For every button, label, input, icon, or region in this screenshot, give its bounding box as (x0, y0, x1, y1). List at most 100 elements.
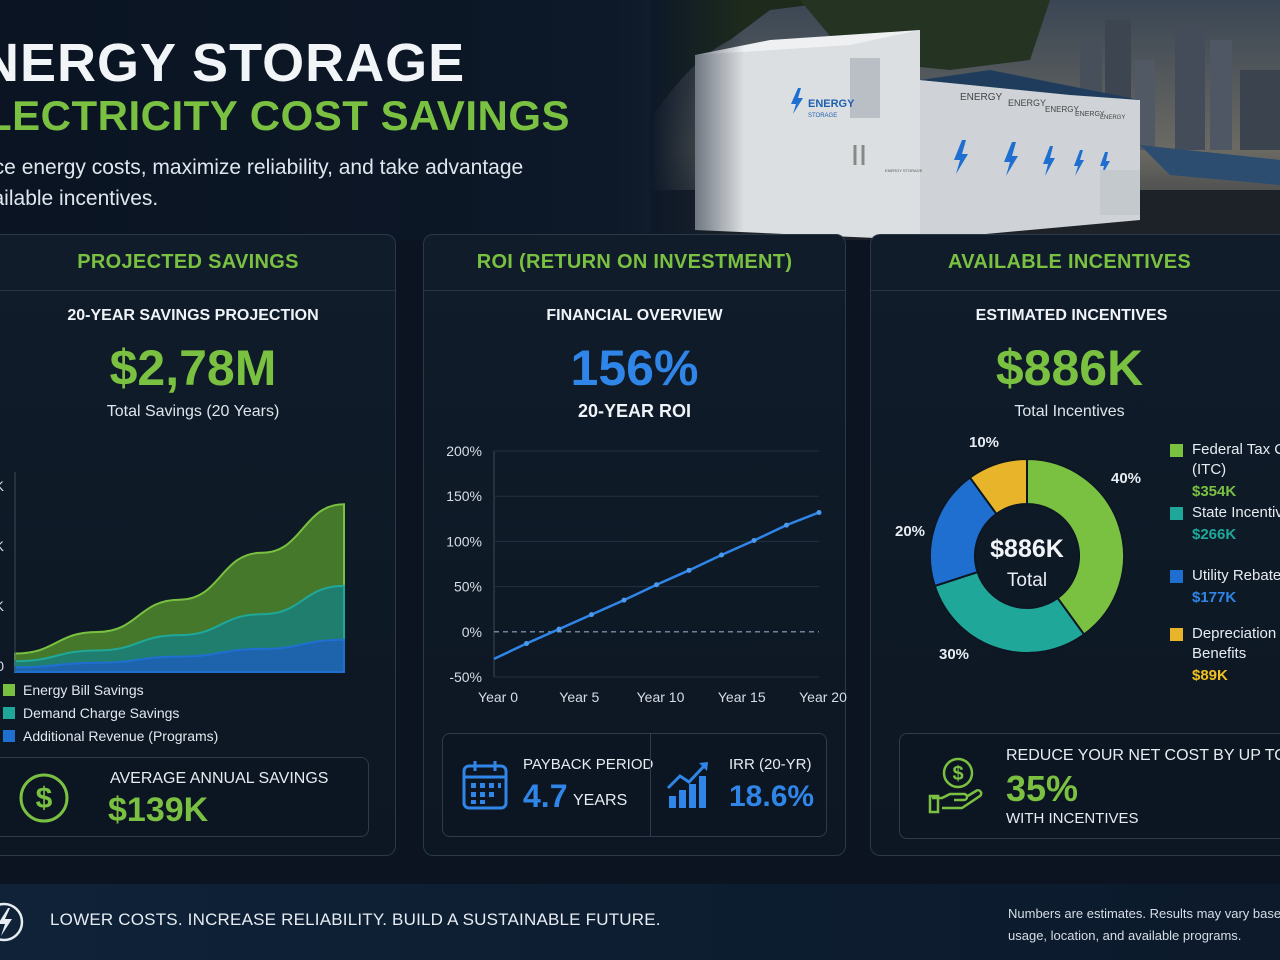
x-tick-label: Year 20 (799, 689, 847, 705)
legend-label-line2: (ITC) (1192, 461, 1227, 478)
photo-small-label: ENERGY STORAGE (885, 168, 923, 173)
average-annual-value: $139K (108, 791, 209, 829)
irr-value: 18.6% (729, 780, 815, 813)
projected-savings-heading: PROJECTED SAVINGS (0, 235, 395, 291)
roi-point (556, 626, 562, 632)
x-tick-label: Year 10 (637, 689, 685, 705)
payback-value: 4.7 (523, 778, 568, 814)
incentives-heading: AVAILABLE INCENTIVES (871, 235, 1280, 291)
roi-point (654, 582, 659, 588)
calendar-icon (462, 761, 508, 810)
roi-point (621, 597, 627, 603)
incentives-value: $886K (995, 340, 1144, 396)
roi-line-chart: 200% 150% 100% 50% 0% -50% Year 0 Year 5 Year 10… (446, 443, 847, 705)
roi-point (589, 612, 594, 618)
roi-value: 156% (570, 340, 699, 396)
savings-section-title: 20-YEAR SAVINGS PROJECTION (67, 307, 319, 324)
growth-chart-icon (666, 762, 708, 808)
y-tick-label: 150% (446, 488, 482, 504)
legend-label: Utility Rebates (1192, 567, 1280, 584)
roi-label: 20-YEAR ROI (577, 401, 692, 421)
slice-label-10: 10% (969, 434, 1000, 451)
legend-item-federal-tax: Federal Tax Cr (ITC) $354K (1170, 440, 1280, 503)
x-tick-label: Year 5 (559, 689, 599, 705)
footer-disclaimer-1: Numbers are estimates. Results may vary … (1008, 906, 1280, 921)
y-tick-label: K (0, 478, 5, 494)
svg-text:$: $ (952, 763, 963, 785)
legend-swatch (1170, 507, 1183, 520)
total-savings-value: $2,78M (109, 340, 277, 396)
legend-swatch (1170, 444, 1183, 457)
photo-brand-sub: STORAGE (808, 113, 837, 119)
average-annual-label: AVERAGE ANNUAL SAVINGS (110, 770, 329, 787)
payback-label: PAYBACK PERIOD (523, 756, 654, 773)
donut-slice (968, 457, 1028, 516)
legend-label: Energy Bill Savings (23, 681, 144, 698)
y-tick-label: 0 (0, 658, 4, 674)
y-tick-label: 100% (446, 533, 482, 549)
donut-slice (933, 570, 1086, 654)
y-tick-label: -50% (449, 669, 482, 685)
metrics-divider (650, 734, 651, 836)
hand-dollar-icon: $ (928, 757, 983, 814)
roi-point (816, 509, 822, 515)
reduce-cost-sub: WITH INCENTIVES (1006, 810, 1139, 827)
legend-label-line2: Benefits (1192, 645, 1247, 662)
roi-point (784, 522, 789, 528)
x-tick-label: Year 0 (478, 689, 518, 705)
average-annual-savings-box: $ AVERAGE ANNUAL SAVINGS $139K (0, 757, 369, 837)
legend-swatch (1170, 628, 1183, 641)
footer-disclaimer-2: usage, location, and available programs. (1008, 928, 1242, 943)
donut-center-value: $886K (990, 535, 1064, 563)
y-tick-label: 200% (446, 443, 482, 459)
donut-slice (1026, 457, 1125, 636)
y-tick-label: 0% (462, 624, 482, 640)
legend-label: Additional Revenue (Programs) (23, 727, 219, 744)
container-label: ENERGY (1008, 98, 1046, 108)
page-subtitle-title: LECTRICITY COST SAVINGS (0, 92, 570, 139)
legend-swatch (3, 706, 15, 719)
slice-label-40: 40% (1111, 470, 1142, 487)
container-label: ENERGY (1075, 111, 1105, 118)
legend-item-energy-bill: Energy Bill Savings (3, 678, 218, 701)
incentives-donut-chart: $886K Total (930, 457, 1125, 654)
legend-label: Demand Charge Savings (23, 704, 180, 721)
dollar-circle-icon: $ (19, 773, 69, 823)
roi-section-title: FINANCIAL OVERVIEW (546, 307, 723, 324)
roi-point (719, 552, 724, 558)
legend-amount: $266K (1192, 526, 1237, 543)
roi-heading: ROI (RETURN ON INVESTMENT) (424, 235, 845, 291)
legend-label: Depreciation (1192, 625, 1277, 642)
incentives-section-title: ESTIMATED INCENTIVES (975, 307, 1168, 324)
energy-storage-photo: ENERGY STORAGE ENERGY STORAGE ENERGY ENE… (650, 0, 1280, 240)
donut-center-label: Total (1007, 570, 1047, 591)
net-cost-box: $ REDUCE YOUR NET COST BY UP TO 35% WITH… (899, 733, 1280, 839)
svg-text:$: $ (36, 782, 53, 815)
container-label: ENERGY (1100, 115, 1125, 121)
lightning-circle-icon (0, 902, 24, 942)
reduce-cost-label: REDUCE YOUR NET COST BY UP TO (1006, 747, 1280, 764)
legend-amount: $89K (1192, 667, 1228, 684)
legend-amount: $177K (1192, 589, 1237, 606)
footer-bar: LOWER COSTS. INCREASE RELIABILITY. BUILD… (0, 884, 1280, 960)
y-tick-label: K (0, 538, 5, 554)
roi-point (751, 537, 757, 543)
legend-label: State Incentive (1192, 504, 1280, 521)
legend-item-state-incentive: State Incentive $266K (1170, 503, 1280, 566)
area-series (14, 638, 345, 673)
page-description: uce energy costs, maximize reliability, … (0, 156, 524, 210)
total-savings-label: Total Savings (20 Years) (106, 403, 280, 420)
legend-item-utility-rebates: Utility Rebates $177K (1170, 566, 1280, 624)
page-title: NERGY STORAGE (0, 33, 466, 93)
container-label: ENERGY (960, 92, 1003, 103)
y-tick-label: 50% (454, 579, 482, 595)
slice-label-20: 20% (895, 523, 926, 540)
irr-label: IRR (20-YR) (729, 756, 812, 773)
incentives-label: Total Incentives (1014, 403, 1125, 420)
container-label: ENERGY (1045, 105, 1079, 114)
hero-banner: ENERGY STORAGE ENERGY STORAGE ENERGY ENE… (0, 0, 1280, 240)
legend-swatch (3, 729, 15, 742)
photo-brand-text: ENERGY (808, 98, 855, 110)
legend-swatch (3, 683, 15, 696)
